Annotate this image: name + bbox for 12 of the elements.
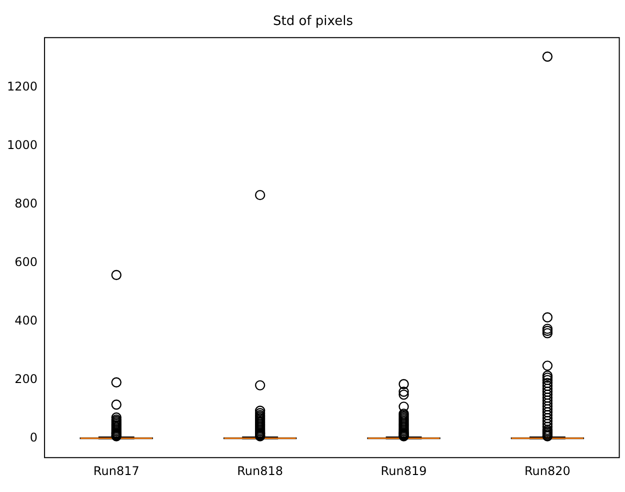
y-tick-label: 1200 (6, 79, 38, 94)
chart-title: Std of pixels (273, 14, 354, 30)
y-tick-label: 600 (14, 255, 38, 270)
y-tick-label: 800 (14, 196, 38, 211)
y-tick-label: 200 (14, 372, 38, 386)
y-tick-label: 400 (14, 314, 38, 328)
x-tick-label: Run819 (380, 464, 427, 478)
x-tick-label: Run820 (524, 464, 570, 478)
x-tick-label: Run817 (93, 464, 140, 478)
y-tick-label: 0 (30, 430, 38, 445)
x-tick-label: Run818 (237, 464, 284, 478)
y-tick-label: 1000 (6, 138, 38, 152)
